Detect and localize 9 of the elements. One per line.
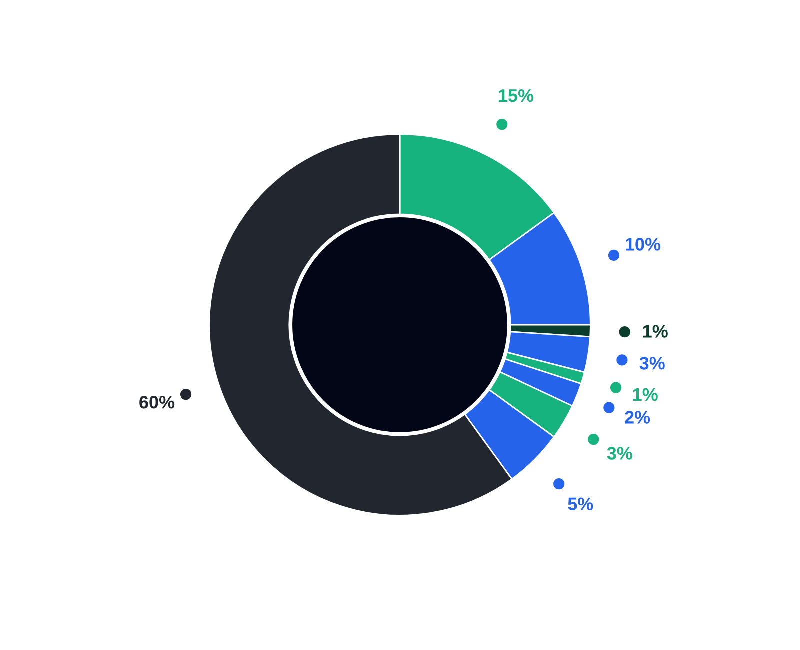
data-label: 10% [626, 238, 661, 251]
data-label: 2% [625, 411, 650, 424]
data-label: 15% [499, 89, 534, 102]
data-label: 1% [633, 388, 658, 402]
data-label: 3% [607, 447, 632, 460]
data-label: 60% [140, 396, 175, 409]
data-label: 1% [643, 325, 668, 338]
data-label: 5% [568, 498, 594, 511]
data-label: 3% [640, 357, 665, 370]
